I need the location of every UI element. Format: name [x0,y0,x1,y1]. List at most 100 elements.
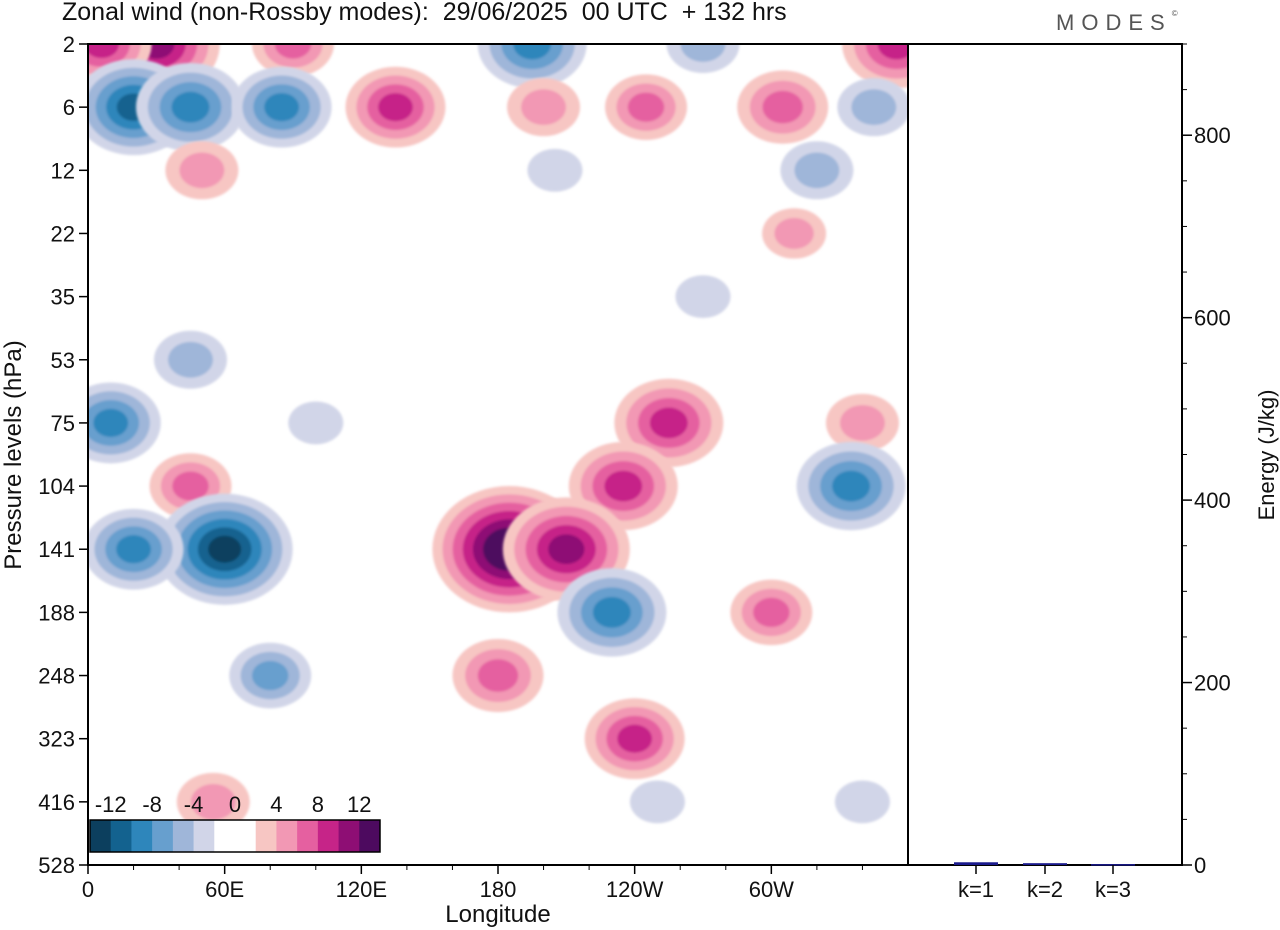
contour-level [794,152,840,189]
field-blob [88,508,184,590]
field-blob [825,393,899,452]
x-tick-label: 60E [205,877,244,902]
contour-level [521,89,567,125]
energy-category-label: k=1 [958,877,994,902]
field-blob [176,772,250,831]
energy-axis-label: Energy (J/kg) [1254,390,1279,521]
contour-level [834,780,890,824]
field-blob [229,642,312,709]
contour-level [604,470,643,502]
y-tick-label: 35 [51,285,75,310]
field-blob [730,579,813,646]
contour-level [208,535,242,563]
y-tick-label: 528 [38,853,75,878]
field-blob [837,78,908,137]
contour-level [168,341,213,378]
modes-logo: MODES© [1056,8,1178,36]
colorbar-swatch [276,820,298,852]
colorbar: -12 -8 -4 0 4 8 12 [89,792,381,853]
x-tick-label: 180 [480,877,517,902]
field-blob [477,44,587,89]
contour-level [675,275,731,319]
field-blob [154,330,227,389]
y-tick-label: 104 [38,474,75,499]
field-blob [288,401,344,445]
contour-level [190,784,236,820]
x-axis-label: Longitude [445,901,550,928]
energy-y-tick-label: 600 [1194,306,1231,331]
energy-bar [954,862,998,865]
colorbar-label: -12 [95,792,127,817]
contour-level [179,152,225,189]
field-blob [452,638,544,713]
field-blob [762,208,827,259]
colorbar-label: -4 [184,792,204,817]
colorbar-swatch [297,820,319,852]
contour-level [548,534,585,565]
colorbar-swatch [359,820,381,852]
energy-y-axis: 0 200 400 600 800 [1182,43,1231,878]
y-axis: 2 6 12 22 35 53 75 104 141 188 248 323 416 528 [38,32,88,878]
colorbar-swatch [131,820,153,852]
field-blob [88,382,161,464]
contour-level [839,405,885,441]
field-blob [834,780,890,824]
field-blob [584,698,685,780]
field-blob [231,66,332,148]
field-blob [796,441,906,531]
energy-bars: k=1 k=2 k=3 [954,862,1135,902]
y-tick-label: 248 [38,664,75,689]
contour-level [288,401,344,445]
y-tick-label: 2 [63,32,75,57]
x-axis: 0 60E 120E 180 120W 60W [82,865,863,902]
colorbar-label: 12 [347,792,371,817]
contour-level [629,780,685,824]
colorbar-swatch [214,820,236,852]
logo-mark: © [1171,8,1178,18]
colorbar-swatch [193,820,215,852]
colorbar-swatch [235,820,257,852]
energy-panel-frame [907,43,1183,866]
energy-bar [1023,863,1067,865]
contour-level [877,44,908,60]
energy-y-tick-label: 400 [1194,488,1231,513]
colorbar-swatch [255,820,277,852]
colorbar-swatch [338,820,360,852]
field-blob [666,44,740,73]
field-blob [165,141,239,200]
field-blob [507,78,581,137]
contour-level [274,44,312,59]
contour-level [649,407,688,439]
energy-y-tick-label: 200 [1194,671,1231,696]
x-tick-label: 0 [82,877,94,902]
contour-level [513,44,552,60]
y-tick-label: 141 [38,537,75,562]
field-blob [156,493,293,605]
colorbar-swatch [317,820,339,852]
contour-level [172,471,209,501]
field-blob [737,70,829,144]
contour-level [627,92,665,122]
x-tick-label: 120E [336,877,387,902]
x-tick-label: 60W [749,877,794,902]
contour-level [93,408,129,437]
chart-title: Zonal wind (non-Rossby modes): 29/06/202… [62,0,787,26]
contour-level [171,91,210,123]
colorbar-swatch [90,820,112,852]
contour-level [378,93,413,122]
colorbar-label: -8 [142,792,162,817]
contour-level [753,597,790,627]
contour-level [88,44,120,59]
colorbar-label: 8 [312,792,324,817]
y-tick-label: 6 [63,95,75,120]
field-blob [345,66,446,148]
logo-text: MODES [1056,10,1172,35]
y-tick-label: 12 [51,158,75,183]
energy-bar [1091,864,1135,866]
field-blob [605,74,688,140]
energy-y-tick-label: 0 [1194,853,1206,878]
contour-level [762,90,803,124]
field-blob [842,44,908,89]
y-tick-label: 22 [51,221,75,246]
